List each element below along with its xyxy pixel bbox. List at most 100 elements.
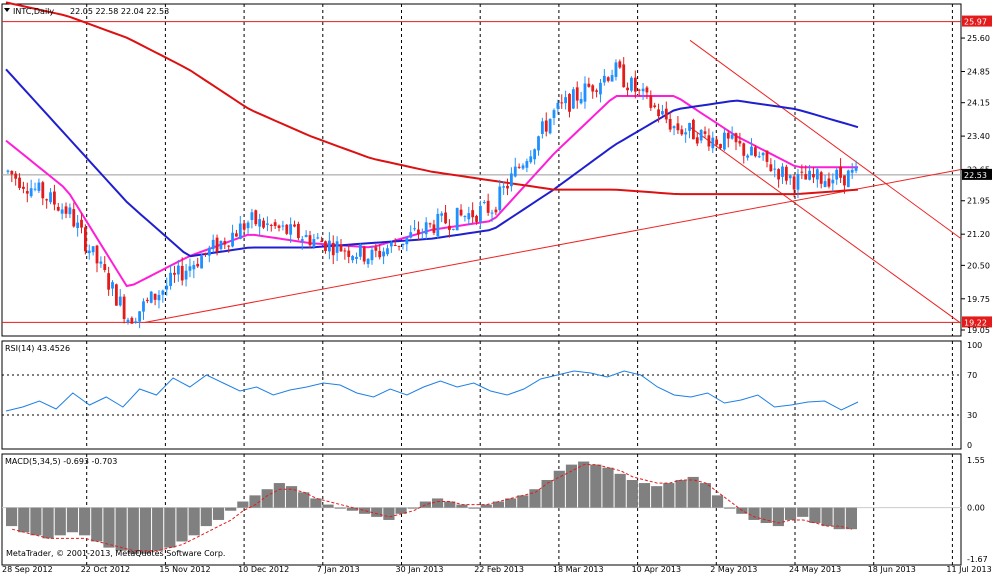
candle-body [757,156,761,158]
candle-body [781,166,784,177]
candle-body [153,293,157,300]
candle-body [467,213,471,220]
candle-body [769,164,773,172]
macd-histogram-bar [784,507,797,520]
candle-body [60,209,64,214]
x-tick-label: 10 Dec 2012 [238,565,289,574]
candle-body [107,273,111,290]
candle-body [370,249,374,261]
macd-histogram-bar [468,507,480,509]
macd-histogram-bar [358,507,371,514]
candle-body [765,150,769,162]
candle-body [440,213,444,216]
candle-body [331,242,335,256]
candle-body [126,319,130,322]
candle-body [56,206,60,211]
candle-body [219,241,223,250]
candle-body [320,240,324,243]
grid-lines [86,4,953,565]
current-price-label: 22.53 [964,171,987,180]
candle-body [99,261,103,264]
candle-body [637,89,641,91]
candle-body [378,250,382,258]
candle-body [498,186,502,211]
macd-histogram-bar [724,507,736,509]
candle-body [591,85,595,92]
macd-histogram-bar [115,507,127,551]
candle-body [544,120,548,132]
macd-histogram-bar [273,483,285,508]
macd-histogram-bar [103,507,115,548]
macd-y-tick-label: 1.55 [967,456,985,465]
rsi-y-tick-label: 100 [967,341,982,350]
candle-body [304,234,308,237]
macd-histogram-bar [480,504,492,508]
candle-body [711,137,715,149]
candle-body [14,173,18,179]
macd-histogram-bar [760,507,772,524]
dropdown-arrow-icon[interactable] [4,8,10,12]
rsi-y-tick-label: 30 [967,411,977,420]
candle-body [850,169,854,173]
candle-body [285,224,289,234]
candle-body [103,264,107,270]
macd-histogram-bar [419,501,431,508]
candle-body [188,266,192,271]
candle-body [347,250,351,257]
macd-histogram-bar [79,507,91,536]
macd-histogram-bar [66,507,79,533]
macd-histogram-bar [212,507,225,520]
macd-histogram-bar [553,470,565,508]
candle-body [653,105,657,108]
candle-body [599,82,602,95]
candle-body [161,290,165,295]
macd-histogram-bar [346,507,358,511]
candle-body [521,165,525,169]
candle-body [300,239,304,242]
candle-body [76,222,80,228]
candle-body [738,140,742,144]
candle-body [145,299,149,301]
candle-body [661,111,664,115]
candle-body [664,108,668,120]
candle-body [707,135,711,147]
macd-histogram-bar [334,507,346,509]
macd-histogram-bar [30,507,42,536]
macd-histogram-bar [444,501,456,508]
candle-body [688,123,691,131]
candle-body [552,110,556,118]
candle-body [633,77,637,92]
candle-body [556,102,560,109]
candle-body [29,188,33,197]
candle-body [165,285,169,290]
candle-body [451,228,455,230]
x-tick-label: 22 Oct 2012 [81,565,130,574]
macd-title: MACD(5,34,5) -0.693 -0.703 [5,457,117,466]
candle-body [18,177,21,188]
candle-body [211,239,215,250]
candle-body [111,282,114,289]
macd-histogram-bar [54,507,66,536]
price-header: INTC,Daily 22.05 22.58 22.04 22.53 [4,7,169,16]
candle-body [235,233,238,237]
candle-body [517,166,521,168]
candle-body [750,146,753,156]
candle-body [401,243,405,246]
candle-body [641,88,645,92]
candle-body [393,244,397,246]
level-price-label: 25.97 [964,18,987,27]
candle-body [293,224,296,227]
x-tick-label: 7 Jan 2013 [317,565,360,574]
candle-body [223,241,227,245]
candle-body [719,143,722,148]
candle-body [142,301,145,312]
candle-body [362,247,366,262]
candle-body [614,62,618,77]
macd-histogram-bar [492,501,505,508]
candle-body [355,256,358,259]
candle-body [626,87,629,91]
candle-body [266,223,269,225]
candle-body [405,237,409,245]
candle-body [180,265,184,281]
y-tick-label: 20.50 [967,261,990,270]
